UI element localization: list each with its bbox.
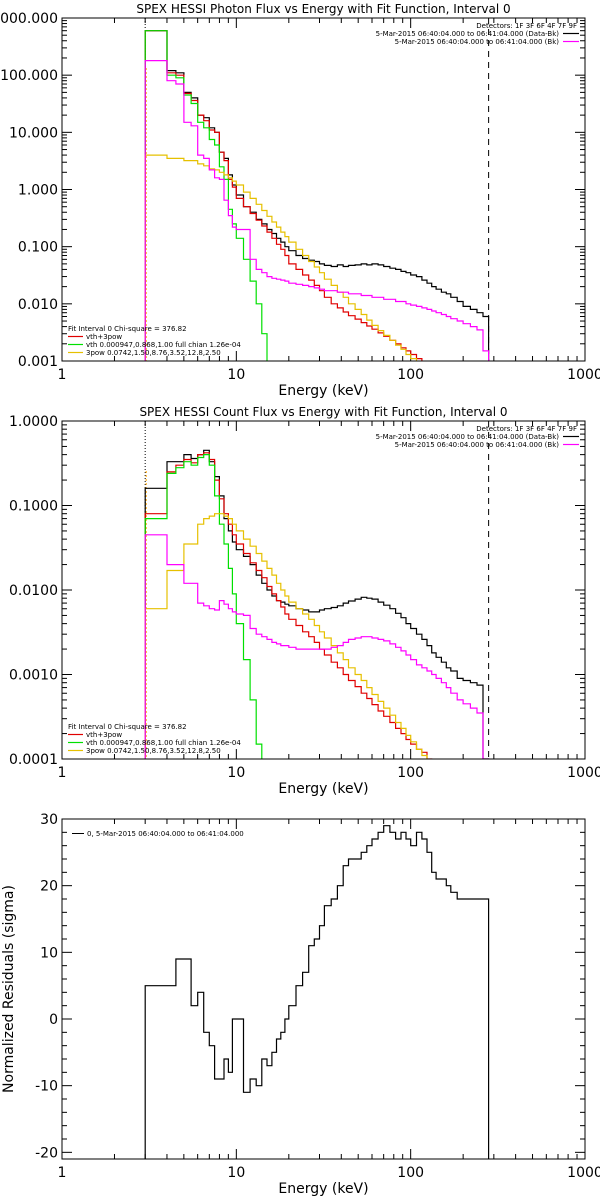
x-tick-label: 1000 — [567, 1165, 600, 1181]
x-axis-label: Energy (keV) — [278, 383, 368, 399]
y-tick-label: 0 — [49, 1012, 58, 1028]
y-tick-label: 10 — [40, 945, 58, 961]
y-tick-label: 0.010 — [18, 297, 58, 313]
chart-title: SPEX HESSI Count Flux vs Energy with Fit… — [139, 405, 507, 419]
series-data — [144, 825, 490, 1159]
upper-legend-entry: 5-Mar-2015 06:40:04.000 to 06:41:04.000 … — [395, 38, 560, 46]
x-tick-label: 1 — [58, 367, 67, 383]
x-axis-label: Energy (keV) — [278, 1181, 368, 1197]
x-tick-label: 100 — [397, 765, 424, 781]
lower-legend-entry: vth 0.000947,0.868,1.00 full chian 1.26e… — [86, 341, 241, 349]
y-tick-label: 0.1000 — [9, 499, 58, 515]
series-vth — [144, 454, 263, 759]
upper-legend-entry: 5-Mar-2015 06:40:04.000 to 06:41:04.000 … — [376, 433, 560, 441]
lower-legend-entry: vth+3pow — [86, 333, 122, 341]
upper-legend-entry: 5-Mar-2015 06:40:04.000 to 06:41:04.000 … — [376, 30, 560, 38]
chart-2: SPEX HESSI Count Flux vs Energy with Fit… — [9, 405, 600, 797]
residual-legend-entry: 0, 5-Mar-2015 06:40:04.000 to 06:41:04.0… — [87, 830, 244, 838]
y-tick-label: 20 — [40, 879, 58, 895]
x-tick-label: 100 — [397, 367, 424, 383]
series-vth — [144, 30, 268, 361]
x-tick-label: 1000 — [567, 367, 600, 383]
y-tick-label: 100.000 — [0, 68, 58, 84]
y-tick-label: 0.0010 — [9, 668, 58, 684]
lower-legend-entry: Fit Interval 0 Chi-square = 376.82 — [68, 325, 187, 333]
series-background — [144, 60, 490, 361]
y-tick-label: -20 — [35, 1145, 58, 1161]
chart-3: 1 10 100 1000 -20 -10 0 10 20 30 Energy (keV) Norma… — [1, 812, 600, 1197]
y-tick-label: 1000.000 — [0, 11, 58, 27]
chart-title: SPEX HESSI Photon Flux vs Energy with Fi… — [136, 2, 510, 16]
lower-legend-entry: Fit Interval 0 Chi-square = 376.82 — [68, 723, 187, 731]
y-tick-label: 0.001 — [18, 354, 58, 370]
series-data — [144, 449, 490, 759]
x-axis-label: Energy (keV) — [278, 781, 368, 797]
y-tick-label: 0.100 — [18, 240, 58, 256]
upper-legend-entry: 5-Mar-2015 06:40:04.000 to 06:41:04.000 … — [395, 441, 560, 449]
plot-frame — [61, 420, 586, 760]
y-tick-label: 1.000 — [18, 183, 58, 199]
x-tick-label: 1 — [58, 765, 67, 781]
y-tick-label: -10 — [35, 1079, 58, 1095]
chart-1: SPEX HESSI Photon Flux vs Energy with Fi… — [0, 2, 600, 399]
y-tick-label: 0.0100 — [9, 583, 58, 599]
upper-legend-entry: Detectors: 1F 3F 6F 4F 7F 9F — [476, 425, 577, 433]
lower-legend-entry: vth+3pow — [86, 731, 122, 739]
plot-frame — [61, 818, 586, 1160]
y-tick-label: 30 — [40, 812, 58, 828]
x-tick-label: 10 — [227, 367, 245, 383]
y-tick-label: 10.000 — [9, 125, 58, 141]
series-spow — [144, 513, 428, 759]
x-tick-label: 10 — [227, 765, 245, 781]
series-vth_spow — [144, 452, 433, 759]
series-spow — [144, 154, 418, 361]
y-tick-label: 1.0000 — [9, 414, 58, 430]
upper-legend-entry: Detectors: 1F 3F 6F 4F 7F 9F — [476, 22, 577, 30]
lower-legend-entry: 3pow 0.0742,1.50,8.76,3.52,12.8,2.50 — [86, 349, 221, 357]
series-background — [144, 534, 490, 759]
x-tick-label: 1 — [58, 1165, 67, 1181]
x-tick-label: 100 — [397, 1165, 424, 1181]
plot-frame — [61, 17, 586, 362]
y-tick-label: 0.0001 — [9, 752, 58, 768]
x-tick-label: 1000 — [567, 765, 600, 781]
y-axis-label: Normalized Residuals (sigma) — [1, 885, 17, 1093]
x-tick-label: 10 — [227, 1165, 245, 1181]
lower-legend-entry: 3pow 0.0742,1.50,8.76,3.52,12.8,2.50 — [86, 747, 221, 755]
lower-legend-entry: vth 0.000947,0.868,1.00 full chian 1.26e… — [86, 739, 241, 747]
